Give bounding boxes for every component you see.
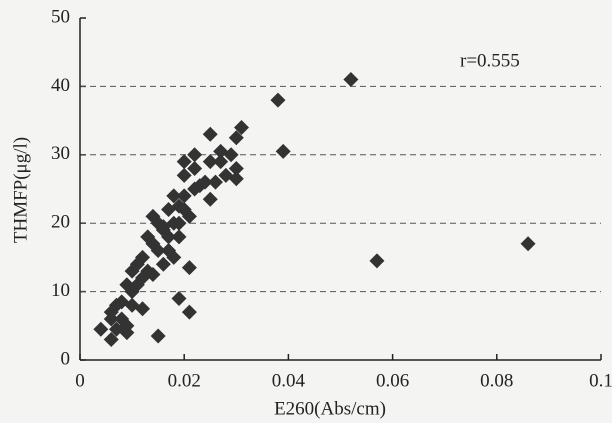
point <box>181 304 197 320</box>
point <box>119 277 135 293</box>
y-tick-label: 20 <box>51 212 70 233</box>
y-tick-label: 50 <box>51 6 70 27</box>
point <box>161 229 177 245</box>
point <box>181 260 197 276</box>
point <box>187 147 203 163</box>
point <box>155 219 171 235</box>
point <box>176 202 192 218</box>
point <box>129 277 145 293</box>
x-tick-label: 0.1 <box>589 370 612 391</box>
annotation: r=0.555 <box>460 50 520 71</box>
point <box>207 174 223 190</box>
x-tick-label: 0 <box>75 370 85 391</box>
point <box>275 143 291 159</box>
point <box>343 72 359 88</box>
point <box>150 243 166 259</box>
x-tick-label: 0.02 <box>168 370 201 391</box>
point <box>103 331 119 347</box>
point <box>228 160 244 176</box>
point <box>270 92 286 108</box>
x-tick-label: 0.08 <box>480 370 513 391</box>
point <box>176 154 192 170</box>
y-tick-label: 30 <box>51 143 70 164</box>
point <box>119 325 135 341</box>
point <box>202 126 218 142</box>
point <box>171 229 187 245</box>
point <box>213 154 229 170</box>
point <box>228 171 244 187</box>
y-tick-label: 40 <box>51 75 70 96</box>
point <box>234 119 250 135</box>
x-tick-label: 0.06 <box>376 370 409 391</box>
point <box>202 154 218 170</box>
point <box>197 174 213 190</box>
point <box>166 249 182 265</box>
x-axis-label: E260(Abs/cm) <box>274 398 386 419</box>
point <box>171 290 187 306</box>
y-tick-label: 10 <box>51 280 70 301</box>
point <box>155 256 171 272</box>
point <box>166 188 182 204</box>
point <box>93 321 109 337</box>
y-axis-label: THMFP(μg/l) <box>10 137 31 243</box>
x-tick-label: 0.04 <box>272 370 306 391</box>
point <box>124 263 140 279</box>
point <box>520 236 536 252</box>
point <box>223 147 239 163</box>
point <box>228 130 244 146</box>
point <box>124 297 140 313</box>
point <box>176 188 192 204</box>
point <box>176 167 192 183</box>
point <box>103 311 119 327</box>
point <box>202 191 218 207</box>
point <box>187 160 203 176</box>
point <box>145 267 161 282</box>
point <box>150 328 166 344</box>
y-tick-label: 0 <box>61 348 71 369</box>
point <box>171 215 187 231</box>
point <box>369 253 385 269</box>
